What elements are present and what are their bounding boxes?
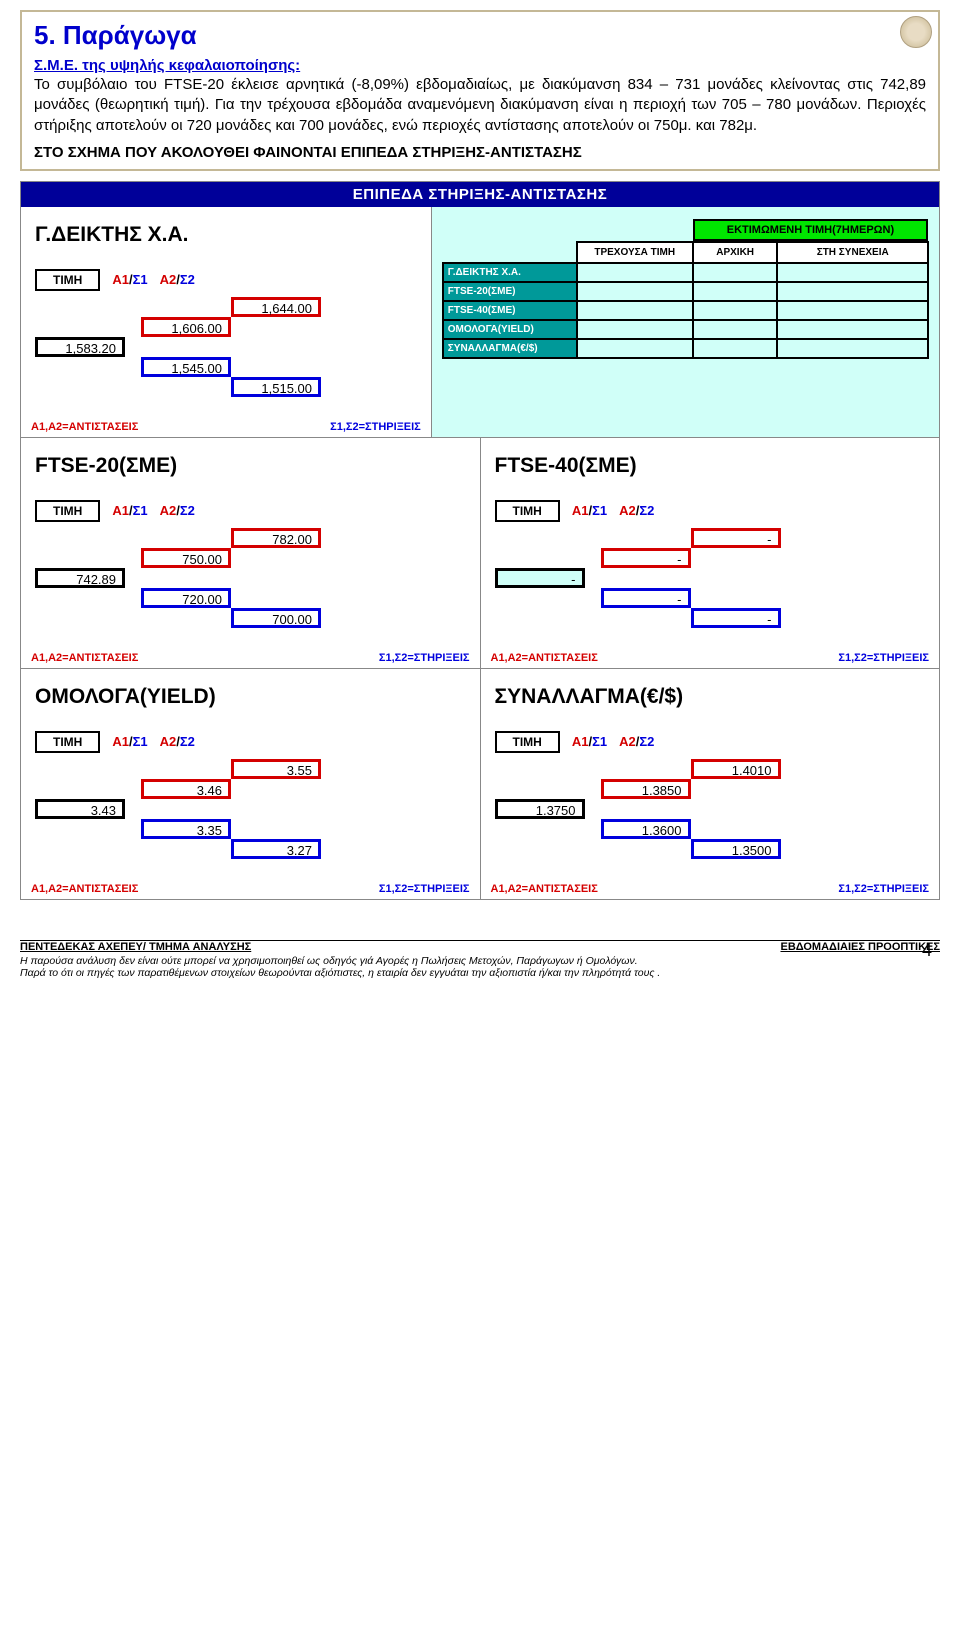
gd-s1: 1,545.00	[141, 357, 231, 377]
corner-icon	[900, 16, 932, 48]
panel-fx: ΣΥΝΑΛΛΑΓΜΑ(€/$) ΤΙΜΗ Α1/Σ1 Α2/Σ2 1.4010 …	[481, 669, 940, 899]
gd-a1: 1,606.00	[141, 317, 231, 337]
intro-text-box: 5. Παράγωγα Σ.Μ.Ε. της υψηλής κεφαλαιοπο…	[20, 10, 940, 171]
intro-footer-bold: ΣΤΟ ΣΧΗΜΑ ΠΟΥ ΑΚΟΛΟΥΘΕΙ ΦΑΙΝΟΝΤΑΙ ΕΠΙΠΕΔ…	[34, 144, 926, 161]
footer-left: ΠΕΝΤΕΔΕΚΑΣ ΑΧΕΠΕΥ/ ΤΜΗΜΑ ΑΝΑΛΥΣΗΣ	[20, 941, 251, 953]
footer-right: ΕΒΔΟΜΑΔΙΑΙΕΣ ΠΡΟΟΠΤΙΚΕΣ	[780, 941, 940, 953]
estimate-table: ΕΚΤΙΜΩΜΕΝΗ ΤΙΜΗ(7ΗΜΕΡΩΝ) ΤΡΕΧΟΥΣΑ ΤΙΜΗ Α…	[442, 219, 929, 359]
body-text: Το συμβόλαιο του FTSE-20 έκλεισε αρνητικ…	[34, 75, 926, 136]
levels-diagram: ΕΠΙΠΕΔΑ ΣΤΗΡΙΞΗΣ-ΑΝΤΙΣΤΑΣΗΣ Γ.ΔΕΙΚΤΗΣ Χ.…	[20, 181, 940, 900]
panel-gd: Γ.ΔΕΙΚΤΗΣ Χ.Α. ΤΙΜΗ Α1/Σ1 Α2/Σ2 1,644.00…	[21, 207, 432, 437]
diagram-header: ΕΠΙΠΕΔΑ ΣΤΗΡΙΞΗΣ-ΑΝΤΙΣΤΑΣΗΣ	[21, 182, 939, 207]
panel-estimate: ΕΚΤΙΜΩΜΕΝΗ ΤΙΜΗ(7ΗΜΕΡΩΝ) ΤΡΕΧΟΥΣΑ ΤΙΜΗ Α…	[432, 207, 939, 437]
panel-bonds: ΟΜΟΛΟΓΑ(YIELD) ΤΙΜΗ Α1/Σ1 Α2/Σ2 3.55 3.4…	[21, 669, 481, 899]
footer-disclaimer-1: Η παρούσα ανάλυση δεν είναι ούτε μπορεί …	[20, 955, 940, 967]
panel-title: ΟΜΟΛΟΓΑ(YIELD)	[35, 685, 470, 709]
page-number: 4	[922, 940, 932, 961]
panel-title: ΣΥΝΑΛΛΑΓΜΑ(€/$)	[495, 685, 930, 709]
panel-title: Γ.ΔΕΙΚΤΗΣ Χ.Α.	[35, 223, 421, 247]
section-subtitle: Σ.Μ.Ε. της υψηλής κεφαλαιοποίησης:	[34, 57, 300, 74]
panel-ftse40: FTSE-40(ΣΜΕ) ΤΙΜΗ Α1/Σ1 Α2/Σ2 - - - - - …	[481, 438, 940, 668]
gd-timh: 1,583.20	[35, 337, 125, 357]
panel-title: FTSE-40(ΣΜΕ)	[495, 454, 930, 478]
col-timh: ΤΙΜΗ	[35, 269, 100, 291]
gd-s2: 1,515.00	[231, 377, 321, 397]
panel-ftse20: FTSE-20(ΣΜΕ) ΤΙΜΗ Α1/Σ1 Α2/Σ2 782.00 750…	[21, 438, 481, 668]
panel-title: FTSE-20(ΣΜΕ)	[35, 454, 470, 478]
footer-disclaimer-2: Παρά το ότι οι πηγές των παρατιθέμενων σ…	[20, 967, 940, 979]
page-footer: ΠΕΝΤΕΔΕΚΑΣ ΑΧΕΠΕΥ/ ΤΜΗΜΑ ΑΝΑΛΥΣΗΣ ΕΒΔΟΜΑ…	[20, 940, 940, 979]
section-title: 5. Παράγωγα	[34, 20, 926, 51]
gd-a2: 1,644.00	[231, 297, 321, 317]
